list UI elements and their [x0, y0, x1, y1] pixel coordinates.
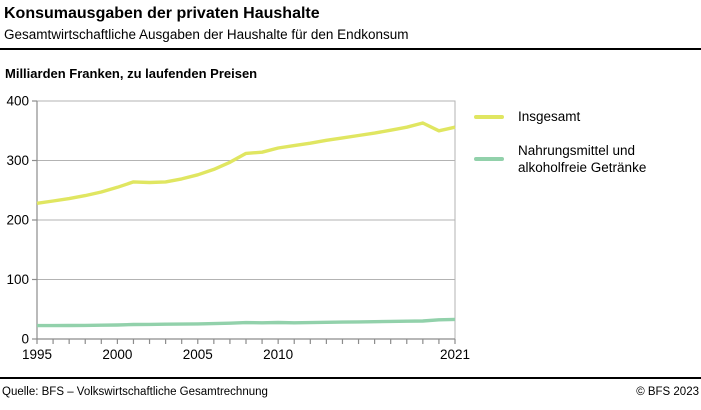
page-subtitle: Gesamtwirtschaftliche Ausgaben der Haush… [4, 27, 409, 42]
y-tick-label-400: 400 [6, 94, 29, 109]
page-title: Konsumausgaben der privaten Haushalte [4, 5, 320, 22]
y-tick-label-0: 0 [21, 332, 29, 347]
chart-legend: Insgesamt Nahrungsmittel und alkoholfrei… [474, 108, 694, 193]
legend-label: Nahrungsmittel und alkoholfreie Getränke [518, 143, 647, 175]
header-divider [0, 48, 701, 50]
chart-canvas: 0 100 200 300 400 1995 2000 2005 2010 2021 [6, 94, 470, 363]
series-line-1 [37, 317, 456, 328]
legend-label: Insgesamt [518, 109, 581, 124]
footer-divider [0, 377, 701, 379]
x-tick-label-2010: 2010 [263, 347, 293, 362]
line-chart: 0 100 200 300 400 1995 2000 2005 2010 2021 [0, 85, 470, 377]
legend-item-insgesamt: Insgesamt [474, 108, 694, 125]
source-text: Quelle: BFS – Volkswirtschaftliche Gesam… [2, 386, 268, 398]
copyright-text: © BFS 2023 [636, 386, 699, 398]
legend-swatch-insgesamt [474, 114, 504, 119]
series-line-0 [36, 121, 456, 205]
axis-unit-label: Milliarden Franken, zu laufenden Preisen [5, 66, 258, 81]
x-tick-label-1995: 1995 [22, 347, 52, 362]
y-tick-label-200: 200 [6, 213, 29, 228]
legend-item-nahrungsmittel: Nahrungsmittel und alkoholfreie Getränke [474, 142, 694, 176]
x-tick-label-2021: 2021 [440, 347, 470, 362]
x-tick-label-2000: 2000 [102, 347, 132, 362]
y-tick-label-100: 100 [6, 272, 29, 287]
footer: Quelle: BFS – Volkswirtschaftliche Gesam… [0, 385, 701, 399]
legend-swatch-nahrungsmittel [474, 157, 504, 161]
y-tick-label-300: 300 [6, 153, 29, 168]
x-tick-label-2005: 2005 [183, 347, 213, 362]
